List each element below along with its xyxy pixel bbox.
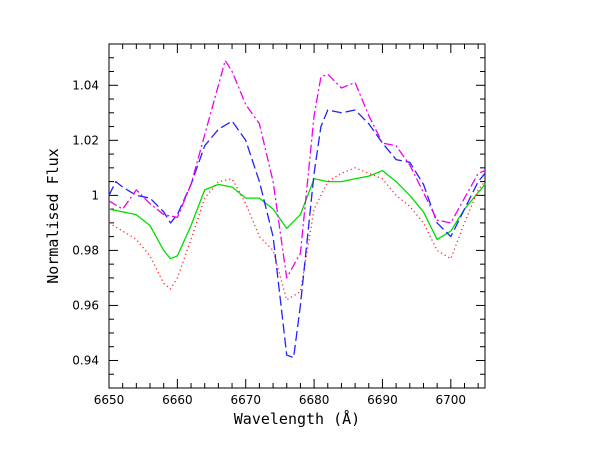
x-tick-label: 6670: [230, 393, 261, 407]
series-line-dashdot: [108, 59, 486, 279]
x-tick-label: 6700: [436, 393, 467, 407]
x-axis-title: Wavelength (Å): [234, 409, 360, 428]
x-tick-label: 6660: [162, 393, 193, 407]
plot-frame: [108, 43, 486, 389]
y-tick-label: 0.96: [72, 298, 99, 312]
series-line-dashed: [108, 109, 486, 359]
y-tick-label: 1.04: [72, 78, 99, 92]
y-tick-label: 0.98: [72, 243, 99, 257]
series-line-solid: [108, 169, 486, 260]
y-axis-title: Normalised Flux: [44, 148, 62, 283]
y-tick-label: 1: [91, 188, 99, 202]
tick-labels: 6650 6660 6670 6680 6690 6700 0.94 0.96 0.98 1 1.0…: [72, 78, 466, 407]
series-line-dotted: [108, 167, 486, 301]
x-tick-label: 6690: [367, 393, 398, 407]
series-lines: [108, 59, 486, 359]
y-tick-label: 0.94: [72, 353, 99, 367]
x-tick-label: 6650: [94, 393, 125, 407]
y-tick-label: 1.02: [72, 133, 99, 147]
x-tick-label: 6680: [299, 393, 330, 407]
